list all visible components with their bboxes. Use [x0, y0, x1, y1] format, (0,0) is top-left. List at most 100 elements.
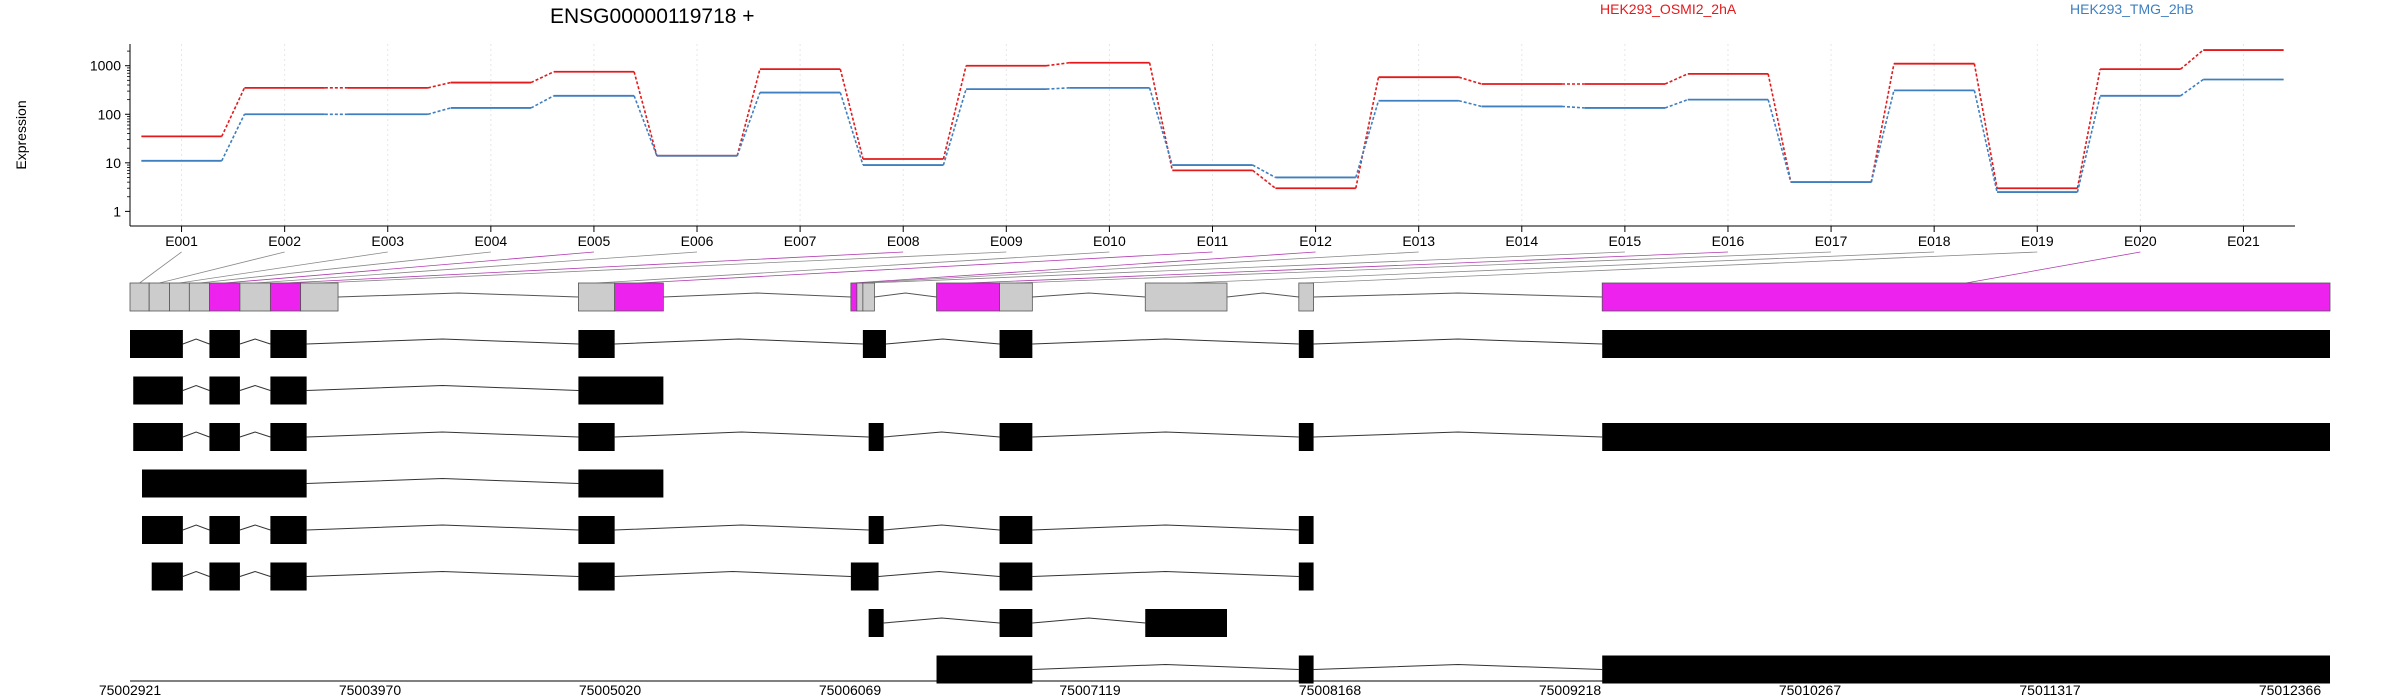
x-tick-label: E017: [1815, 233, 1848, 249]
gene-model-exon: [936, 282, 1000, 312]
transcript-intron: [306, 338, 579, 345]
transcript-exon: [270, 376, 307, 405]
exon-connector: [868, 251, 1625, 284]
transcript-exon: [1298, 423, 1314, 451]
transcript-intron: [306, 477, 579, 484]
x-tick-label: E004: [474, 233, 507, 249]
x-tick-label: E011: [1197, 233, 1229, 249]
series-1-step: [1355, 77, 1380, 189]
series-1-step: [942, 65, 967, 160]
transcript-5: [142, 516, 1314, 544]
series-1-step: [633, 71, 658, 156]
transcript-intron: [614, 338, 863, 345]
x-tick-label: E016: [1712, 233, 1745, 249]
transcript-exon: [850, 562, 879, 591]
transcript-exon: [1298, 562, 1314, 591]
x-tick-label: E015: [1609, 233, 1642, 249]
gene-model-exon: [188, 282, 210, 312]
series-2-step: [1355, 100, 1380, 178]
genomic-tick-label: 75007119: [1059, 682, 1120, 698]
gene-model-exon: [300, 282, 339, 312]
exon-connector: [1186, 251, 1935, 284]
transcript-intron: [1313, 431, 1603, 438]
gene-model-exon: [850, 282, 858, 312]
exon-connector: [853, 251, 1316, 284]
transcript-intron: [182, 384, 210, 391]
transcript-intron: [306, 570, 579, 577]
exon-connector: [1966, 251, 2141, 284]
x-tick-label: E007: [784, 233, 817, 249]
y-axis-label: Expression: [13, 100, 29, 169]
series-2: [141, 78, 2284, 193]
genomic-tick-label: 75010267: [1779, 682, 1842, 698]
transcript-intron: [182, 338, 210, 345]
transcript-intron: [1032, 338, 1299, 345]
transcript-exon: [133, 376, 183, 405]
series-1-step: [221, 87, 246, 137]
transcript-intron: [883, 617, 1000, 624]
series-2-step: [221, 113, 246, 162]
transcript-intron: [1313, 663, 1603, 670]
series-1-step: [1046, 61, 1070, 67]
transcript-intron: [614, 570, 851, 577]
transcript-exon: [1602, 330, 2330, 358]
transcript-intron: [239, 338, 271, 345]
series-2-step: [1767, 99, 1792, 183]
exon-connector: [199, 251, 491, 284]
x-tick-label: E008: [887, 233, 920, 249]
transcript-intron: [182, 431, 210, 438]
transcript-exon: [868, 516, 884, 544]
gene-model-exon: [1144, 282, 1228, 312]
gene-model-exon: [614, 282, 664, 312]
transcript-exon: [868, 423, 884, 451]
gene-model-exon: [169, 282, 190, 312]
exon-connector: [968, 251, 1728, 284]
exon-connector: [1306, 251, 2038, 284]
transcript-exon: [862, 330, 886, 358]
transcript-7: [868, 609, 1227, 637]
transcript-exon: [270, 330, 307, 358]
series-2-step: [839, 92, 864, 166]
exon-connector: [159, 251, 285, 284]
series-2-step: [1252, 164, 1276, 179]
series-1-step: [1870, 63, 1895, 183]
series-1-step: [736, 68, 761, 156]
series-2-step: [1870, 90, 1895, 183]
genomic-tick-label: 75008168: [1299, 682, 1362, 698]
transcript-intron: [1032, 617, 1146, 624]
gene-model-exon: [578, 282, 616, 312]
transcript-tracks: [130, 330, 2330, 684]
series-1-step: [530, 71, 555, 84]
transcript-exon: [270, 516, 307, 544]
transcript-2: [133, 376, 664, 405]
series-2-step: [2076, 95, 2101, 193]
transcript-intron: [239, 524, 271, 531]
gene-model-exon: [239, 282, 271, 312]
gene-model-intron: [1226, 292, 1299, 298]
exon-connector: [285, 251, 904, 284]
transcript-intron: [306, 524, 579, 531]
series-1-step: [1148, 62, 1174, 171]
gene-model-intron: [874, 292, 937, 298]
transcript-exon: [1298, 655, 1314, 684]
transcript-exon: [1602, 655, 2330, 684]
gene-model-intron: [663, 292, 851, 298]
transcript-intron: [239, 431, 271, 438]
transcript-exon: [142, 516, 183, 544]
series-2-step: [2180, 78, 2204, 97]
transcript-intron: [614, 431, 869, 438]
transcript-exon: [270, 423, 307, 451]
transcript-exon: [142, 469, 307, 498]
gene-model-intron: [1032, 292, 1146, 298]
transcript-intron: [1313, 338, 1603, 345]
genomic-tick-label: 75002921: [99, 682, 162, 698]
genomic-tick-label: 75009218: [1539, 682, 1602, 698]
series-2-step: [1664, 98, 1689, 109]
transcript-intron: [306, 431, 579, 438]
transcript-intron: [614, 524, 869, 531]
transcript-intron: [182, 524, 210, 531]
series-2-step: [530, 95, 555, 109]
series-2-step: [736, 92, 761, 157]
transcript-intron: [239, 570, 271, 577]
